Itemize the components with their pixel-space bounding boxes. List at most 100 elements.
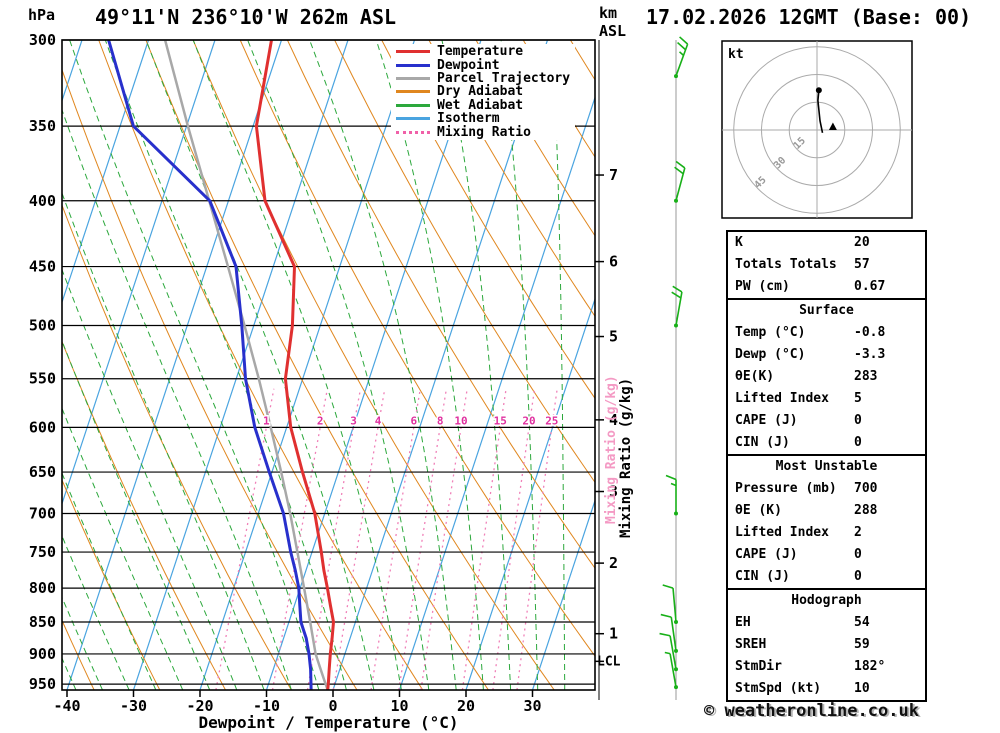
svg-text:900: 900 (29, 645, 56, 663)
panel-row: EH 54 (728, 612, 925, 634)
mixing-ratio-axis-label: Mixing Ratio (g/kg) (618, 377, 634, 538)
panel-row-value: 5 (854, 391, 862, 406)
panel-row-value: 0 (854, 413, 862, 428)
panel-row: PW (cm) 0.67 (728, 276, 925, 298)
svg-text:300: 300 (29, 31, 56, 49)
indices-panel: K 20 Totals Totals 57 PW (cm) 0.67 (726, 230, 927, 300)
km-unit-label: km (599, 4, 618, 22)
panel-row-value: 0 (854, 547, 862, 562)
panel-row: CIN (J) 0 (728, 566, 925, 588)
panel-row-label: CIN (J) (735, 435, 790, 450)
mixing-ratio-labels: 1 2 3 4 6 8 10 15 20 25 (262, 413, 560, 429)
legend-line-sample (396, 63, 430, 67)
svg-text:3: 3 (609, 483, 618, 501)
hodograph-trace-dot (815, 87, 822, 94)
svg-text:2: 2 (609, 554, 618, 572)
legend-label: Dewpoint (437, 57, 500, 73)
panel-row: Lifted Index 2 (728, 522, 925, 544)
panel-row: Totals Totals 57 (728, 254, 925, 276)
svg-text:-30: -30 (120, 697, 147, 715)
panel-row-value: -0.8 (854, 325, 886, 340)
panel-row-value: 57 (854, 257, 870, 272)
legend-item: Temperature (396, 44, 570, 60)
panel-row-label: EH (735, 615, 751, 630)
valid-time-title: 17.02.2026 12GMT (Base: 00) (646, 5, 972, 29)
svg-text:750: 750 (29, 543, 56, 561)
panel-row: θE (K) 288 (728, 500, 925, 522)
indices-panels: K 20 Totals Totals 57 PW (cm) 0.67 Surface Temp… (726, 230, 927, 702)
svg-text:10: 10 (390, 697, 408, 715)
legend-line-sample (396, 76, 430, 80)
panel-row: Pressure (mb) 700 (728, 478, 925, 500)
legend-item: Wet Adiabat (396, 97, 570, 113)
legend-line-sample (396, 50, 430, 54)
panel-row: K 20 (728, 232, 925, 254)
svg-text:1: 1 (609, 625, 618, 643)
panel-row: CAPE (J) 0 (728, 544, 925, 566)
temperature-curve (254, 40, 335, 690)
panel-row: Lifted Index 5 (728, 388, 925, 410)
panel-row-label: θE(K) (735, 369, 775, 384)
legend-label: Temperature (437, 44, 524, 60)
storm-motion-marker (828, 122, 837, 131)
svg-text:3: 3 (350, 414, 357, 427)
svg-text:15: 15 (494, 414, 507, 427)
profile-curves (107, 40, 335, 690)
pressure-axis-labels: 300 350 400 450 500 550 600 650 700 750 800 850 900 9… (29, 31, 56, 693)
panel-row-label: SREH (735, 637, 767, 652)
temperature-axis: -40 -30 -20 -10 0 10 20 30 (53, 690, 542, 715)
svg-text:20: 20 (457, 697, 475, 715)
legend-line-sample (396, 117, 430, 121)
panel-row-value: 0.67 (854, 279, 886, 294)
panel-row: SREH 59 (728, 634, 925, 656)
panel-row-label: Pressure (mb) (735, 481, 837, 496)
svg-text:7: 7 (609, 166, 618, 184)
svg-text:5: 5 (609, 328, 618, 346)
plot-frame (61, 39, 596, 691)
legend-line-sample (396, 103, 430, 107)
panel-row-label: θE (K) (735, 503, 782, 518)
panel-row: StmSpd (kt) 10 (728, 678, 925, 700)
indices-panel: Surface Temp (°C) -0.8 Dewp (°C) -3.3 θE(K) 28… (726, 298, 927, 456)
legend-label: Mixing Ratio (437, 124, 531, 140)
svg-text:30: 30 (523, 697, 541, 715)
svg-text:800: 800 (29, 579, 56, 597)
panel-row-value: 0 (854, 569, 862, 584)
wind-barbs (659, 36, 689, 700)
legend-line-sample (396, 90, 430, 94)
svg-text:-20: -20 (186, 697, 213, 715)
panel-row-value: 2 (854, 525, 862, 540)
panel-row: Dewp (°C) -3.3 (728, 344, 925, 366)
panel-row-label: Dewp (°C) (735, 347, 806, 362)
svg-text:0: 0 (328, 697, 337, 715)
svg-text:600: 600 (29, 418, 56, 436)
parcel-trajectory-curve (163, 40, 329, 690)
svg-text:350: 350 (29, 117, 56, 135)
panel-row-label: CAPE (J) (735, 413, 798, 428)
legend: Temperature Dewpoint Parcel Trajectory Dry … (391, 44, 576, 140)
copyright-watermark: © weatheronline.co.uk (704, 701, 919, 721)
svg-text:LCL: LCL (597, 654, 621, 669)
svg-text:650: 650 (29, 463, 56, 481)
panel-row-value: 182° (854, 659, 886, 674)
svg-text:1: 1 (263, 414, 270, 427)
panel-row-label: Totals Totals (735, 257, 837, 272)
panel-row-value: 0 (854, 435, 862, 450)
svg-text:6: 6 (609, 253, 618, 271)
legend-label: Parcel Trajectory (437, 70, 571, 86)
panel-row: StmDir 182° (728, 656, 925, 678)
panel-row-value: 700 (854, 481, 878, 496)
legend-label: Wet Adiabat (437, 97, 524, 113)
panel-row-label: Lifted Index (735, 525, 829, 540)
panel-row: CIN (J) 0 (728, 432, 925, 454)
panel-row-label: Lifted Index (735, 391, 829, 406)
svg-text:25: 25 (545, 414, 558, 427)
svg-text:2: 2 (317, 414, 324, 427)
panel-header: Most Unstable (775, 459, 878, 474)
panel-row-value: 283 (854, 369, 878, 384)
mixing-ratio-axis-label-pink: Mixing Ratio (g/kg) (604, 375, 619, 524)
svg-text:10: 10 (454, 414, 467, 427)
legend-label: Dry Adiabat (437, 84, 524, 100)
